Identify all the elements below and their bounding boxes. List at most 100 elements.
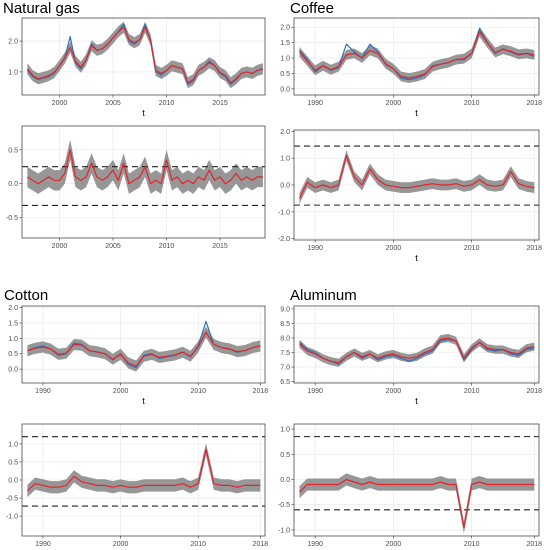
- x-axis-label: t: [415, 396, 418, 406]
- series-line-estimate: [299, 31, 535, 79]
- y-tick-label: -1.0: [6, 514, 18, 521]
- y-tick-label: -0.5: [278, 502, 290, 509]
- panel-2-0: 1990 2000 2010 2018 0.0 0.5 1.0 1.5 2.0 t: [8, 305, 268, 406]
- plot-frame: [21, 305, 266, 384]
- y-tick-label: -2.0: [278, 236, 290, 243]
- x-tick-label: 1990: [307, 100, 323, 107]
- x-tick-label: 2000: [386, 541, 402, 548]
- x-tick-label: 2010: [464, 541, 480, 548]
- y-tick-label: 2.0: [8, 305, 18, 312]
- x-tick-label: 2015: [212, 100, 228, 107]
- plot-area: [294, 306, 539, 383]
- x-tick-label: 2018: [527, 245, 543, 252]
- y-tick-label: 2.0: [8, 39, 18, 46]
- plot-frame: [293, 423, 540, 537]
- series-line-estimate: [27, 331, 261, 367]
- y-tick-label: 1.0: [280, 56, 290, 63]
- y-tick-label: 0.0: [8, 478, 18, 485]
- x-tick-label: 2010: [464, 100, 480, 107]
- y-tick-label: 0.0: [8, 181, 18, 188]
- y-tick-label: 0.0: [280, 183, 290, 190]
- y-tick-label: 6.5: [280, 379, 290, 386]
- x-tick-label: 2010: [464, 245, 480, 252]
- y-tick-label: 1.0: [8, 336, 18, 343]
- panel-0-0: 2000 2005 2010 2015 1.0 2.0 t: [8, 17, 266, 118]
- x-tick-label: 2015: [212, 243, 228, 250]
- y-tick-label: 0.0: [280, 477, 290, 484]
- confidence-band: [27, 21, 263, 89]
- y-tick-label: -0.5: [6, 215, 18, 222]
- chart-title: Coffee: [290, 0, 334, 17]
- x-tick-label: 2000: [52, 243, 68, 250]
- y-tick-label: -1.0: [278, 209, 290, 216]
- y-tick-label: 7.0: [280, 365, 290, 372]
- y-tick-label: 1.5: [280, 40, 290, 47]
- x-tick-label: 1990: [35, 388, 51, 395]
- plot-area: [294, 18, 539, 95]
- plot-frame: [293, 305, 540, 384]
- y-tick-label: 2.0: [280, 129, 290, 136]
- y-tick-label: 0.5: [280, 71, 290, 78]
- confidence-band: [27, 443, 261, 497]
- x-tick-label: 2018: [253, 388, 269, 395]
- y-tick-label: 9.0: [280, 306, 290, 313]
- y-tick-label: 2.0: [280, 25, 290, 32]
- x-tick-label: 2010: [159, 100, 175, 107]
- series-line-estimate: [26, 26, 264, 84]
- y-tick-label: 8.5: [280, 321, 290, 328]
- x-tick-label: 2000: [386, 100, 402, 107]
- confidence-band: [299, 333, 535, 367]
- x-axis-label: t: [415, 108, 418, 118]
- y-tick-label: 0.0: [8, 367, 18, 374]
- y-tick-label: 1.0: [280, 156, 290, 163]
- x-tick-label: 2005: [105, 243, 121, 250]
- series-line-estimate: [298, 154, 535, 199]
- plot-frame: [21, 17, 266, 96]
- y-tick-label: -0.5: [6, 496, 18, 503]
- x-tick-label: 2018: [527, 541, 543, 548]
- x-tick-label: 2000: [113, 388, 129, 395]
- chart-title: Cotton: [4, 287, 48, 304]
- x-tick-label: 2000: [113, 541, 129, 548]
- x-tick-label: 1990: [307, 245, 323, 252]
- y-tick-label: 0.0: [280, 86, 290, 93]
- y-tick-label: 0.5: [280, 452, 290, 459]
- series-line-estimate: [299, 478, 535, 528]
- y-tick-label: 7.5: [280, 350, 290, 357]
- x-tick-label: 2018: [253, 541, 269, 548]
- y-tick-label: 0.5: [8, 147, 18, 154]
- x-tick-label: 2018: [527, 388, 543, 395]
- x-tick-label: 2005: [105, 100, 121, 107]
- panel-1-1: 1990 2000 2010 2018 -2.0 -1.0 0.0 1.0 2.0 t: [278, 129, 542, 263]
- x-tick-label: 2010: [159, 243, 175, 250]
- x-tick-label: 2010: [190, 541, 206, 548]
- y-tick-label: -1.0: [278, 527, 290, 534]
- panel-0-1: 2000 2005 2010 2015 -0.5 0.0 0.5: [6, 125, 266, 250]
- chart-title: Aluminum: [290, 287, 357, 304]
- x-axis-label: t: [142, 396, 145, 406]
- series-line-estimate: [27, 149, 263, 185]
- series-line-estimate: [299, 337, 535, 364]
- series-line-observed: [26, 23, 264, 85]
- x-tick-label: 2010: [464, 388, 480, 395]
- x-tick-label: 1990: [307, 541, 323, 548]
- y-tick-label: 1.0: [8, 441, 18, 448]
- confidence-band: [299, 473, 535, 534]
- x-axis-label: t: [415, 253, 418, 263]
- y-tick-label: 1.5: [8, 320, 18, 327]
- panel-1-0: 1990 2000 2010 2018 0.0 0.5 1.0 1.5 2.0 t: [280, 17, 543, 118]
- series-line-observed: [299, 338, 535, 365]
- x-tick-label: 2010: [190, 388, 206, 395]
- x-tick-label: 2018: [527, 100, 543, 107]
- plot-frame: [293, 17, 540, 96]
- y-tick-label: 1.0: [8, 69, 18, 76]
- y-tick-label: 1.0: [280, 427, 290, 434]
- chart-title: Natural gas: [3, 0, 80, 17]
- y-tick-label: 0.5: [8, 459, 18, 466]
- x-tick-label: 1990: [35, 541, 51, 548]
- x-tick-label: 2000: [386, 245, 402, 252]
- x-tick-label: 2000: [386, 388, 402, 395]
